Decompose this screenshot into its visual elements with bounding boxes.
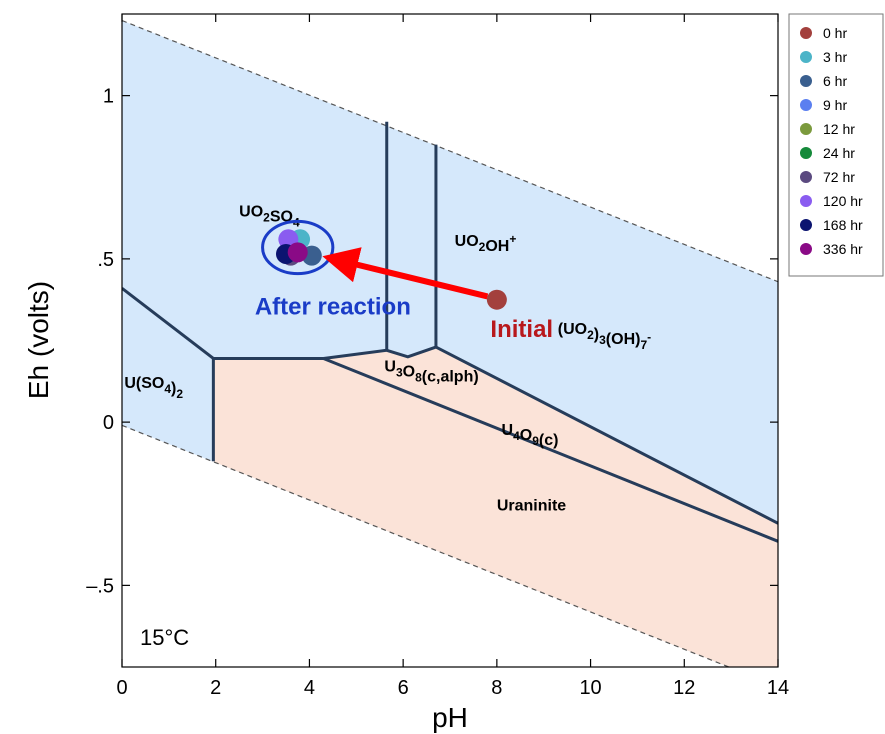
- legend-marker: [800, 27, 812, 39]
- legend-entry: 24 hr: [823, 145, 855, 161]
- y-axis-title: Eh (volts): [23, 281, 54, 399]
- x-tick-label: 8: [491, 677, 502, 699]
- region-label: UO2OH+: [455, 232, 517, 255]
- temperature-label: 15°C: [140, 625, 189, 650]
- region-label: U4O9(c): [502, 422, 559, 449]
- legend-marker: [800, 51, 812, 63]
- initial-label: Initial: [490, 316, 553, 343]
- legend-marker: [800, 147, 812, 159]
- legend-marker: [800, 99, 812, 111]
- legend-entry: 6 hr: [823, 73, 847, 89]
- y-tick-label: 0: [103, 412, 114, 434]
- uraninite-region: [213, 347, 778, 667]
- x-tick-label: 2: [210, 677, 221, 699]
- legend: 0 hr 3 hr 6 hr 9 hr 12 hr 24 hr 72 hr 120 hr 168…: [788, 13, 884, 277]
- legend-entry: 9 hr: [823, 97, 847, 113]
- x-axis: 0 2 4 6 8 10 12 14: [116, 14, 789, 699]
- phase-boundary-4: [322, 357, 778, 543]
- region-label: Uraninite: [497, 497, 566, 514]
- x-tick-label: 10: [579, 677, 601, 699]
- x-tick-label: 6: [398, 677, 409, 699]
- legend-marker: [800, 75, 812, 87]
- legend-marker: [800, 219, 812, 231]
- x-tick-label: 14: [767, 677, 789, 699]
- lower-water-limit-line: [122, 424, 731, 667]
- data-point-0-hr: [486, 289, 507, 310]
- phase-boundaries: [122, 121, 778, 543]
- legend-entry: 168 hr: [823, 217, 863, 233]
- data-point-336-hr: [287, 242, 308, 263]
- y-tick-label: –.5: [86, 575, 114, 597]
- x-axis-title: pH: [432, 702, 468, 733]
- y-tick-label: 1: [103, 86, 114, 108]
- region-label: U3O8(c,alph): [384, 359, 478, 386]
- legend-entry: 12 hr: [823, 121, 855, 137]
- legend-entry: 120 hr: [823, 193, 863, 209]
- reaction-arrow: [322, 247, 489, 300]
- legend-entry: 3 hr: [823, 49, 847, 65]
- region-label: (UO2)3(OH)7-: [558, 321, 651, 352]
- legend-marker: [800, 123, 812, 135]
- region-label: U(SO4)2: [124, 375, 183, 401]
- y-axis: 1 .5 0 –.5: [86, 86, 778, 597]
- x-tick-label: 4: [304, 677, 315, 699]
- legend-entry: 72 hr: [823, 169, 855, 185]
- legend-entry: 336 hr: [823, 241, 863, 257]
- legend-marker: [800, 171, 812, 183]
- legend-marker: [800, 195, 812, 207]
- annotations: After reaction Initial: [255, 219, 553, 343]
- x-tick-label: 0: [116, 677, 127, 699]
- y-tick-label: .5: [97, 249, 114, 271]
- legend-marker: [800, 243, 812, 255]
- phase-boundary-0: [122, 287, 215, 360]
- x-tick-label: 12: [673, 677, 695, 699]
- upper-water-limit-line: [122, 19, 778, 283]
- data-points: [276, 229, 507, 310]
- plot-frame: [121, 13, 779, 668]
- phase-boundary-3: [323, 345, 778, 525]
- legend-entry: 0 hr: [823, 25, 847, 41]
- after-reaction-label: After reaction: [255, 293, 411, 320]
